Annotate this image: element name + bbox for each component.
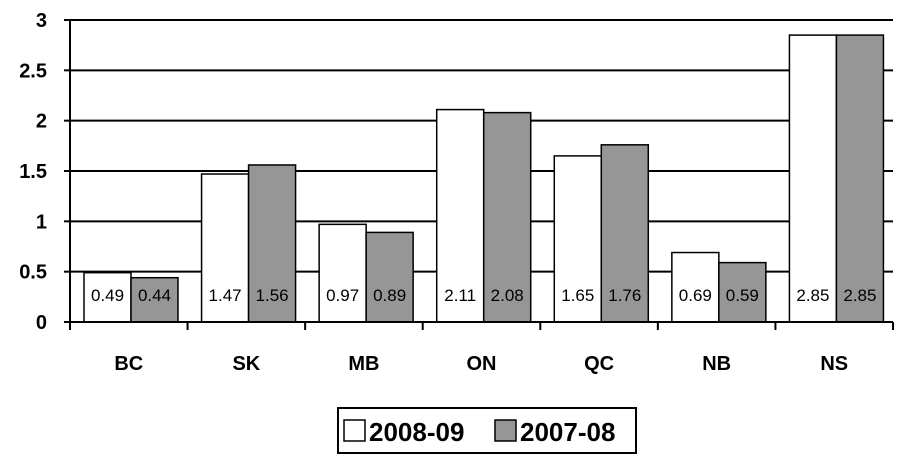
data-label-2007-08-MB: 0.89 <box>373 286 406 305</box>
bar-2007-08-BC <box>130 276 179 323</box>
legend-label-2008-09: 2008-09 <box>369 417 464 447</box>
x-category-label-NS: NS <box>820 353 848 375</box>
x-category-label-SK: SK <box>232 353 260 375</box>
bars <box>83 34 885 323</box>
data-label-2008-09-BC: 0.49 <box>91 286 124 305</box>
data-labels: 0.49 0.44 1.47 1.56 0.97 0.89 2.11 2.08 1.65 1.76… <box>91 286 877 305</box>
data-label-2007-08-NS: 2.85 <box>843 286 876 305</box>
legend-swatch-2007-08 <box>494 419 517 442</box>
x-category-label-QC: QC <box>584 353 614 375</box>
data-label-2007-08-ON: 2.08 <box>491 286 524 305</box>
data-label-2008-09-NS: 2.85 <box>796 286 829 305</box>
legend-swatch-2008-09 <box>343 419 366 442</box>
bar-2007-08-NB <box>718 261 767 323</box>
legend: 2008-09 2007-08 <box>337 407 637 454</box>
bar-2008-09-ON <box>435 108 485 323</box>
y-tick-label: 2.5 <box>19 60 47 82</box>
legend-label-2007-08: 2007-08 <box>520 417 615 447</box>
data-label-2008-09-QC: 1.65 <box>561 286 594 305</box>
bar-2007-08-MB <box>365 231 414 323</box>
bar-2008-09-MB <box>318 223 367 323</box>
bar-2008-09-NS <box>788 34 838 323</box>
data-label-2008-09-ON: 2.11 <box>444 286 476 305</box>
data-label-2008-09-SK: 1.47 <box>209 286 242 305</box>
bar-2007-08-NS <box>835 34 885 323</box>
x-category-label-NB: NB <box>702 353 731 375</box>
y-tick-label: 2 <box>36 111 47 133</box>
axes <box>64 19 894 330</box>
y-tick-label: 0.5 <box>19 262 47 284</box>
y-tick-labels: 0 0.5 1 1.5 2 2.5 3 <box>19 10 47 334</box>
legend-box <box>337 407 637 454</box>
data-label-2007-08-SK: 1.56 <box>256 286 289 305</box>
bar-2007-08-ON <box>482 111 532 323</box>
data-label-2007-08-QC: 1.76 <box>608 286 641 305</box>
bar-2007-08-SK <box>247 164 297 323</box>
data-label-2008-09-NB: 0.69 <box>679 286 712 305</box>
data-label-2008-09-MB: 0.97 <box>326 286 359 305</box>
x-category-label-BC: BC <box>114 353 143 375</box>
y-tick-label: 3 <box>36 10 47 32</box>
y-tick-label: 1.5 <box>19 161 47 183</box>
data-label-2007-08-BC: 0.44 <box>138 286 171 305</box>
x-category-label-MB: MB <box>348 353 379 375</box>
x-category-label-ON: ON <box>467 353 497 375</box>
y-tick-label: 0 <box>36 312 47 334</box>
bar-2008-09-QC <box>553 155 603 323</box>
y-tick-label: 1 <box>36 211 47 233</box>
bar-2007-08-QC <box>600 144 650 323</box>
x-category-labels: BC SK MB ON QC NB NS <box>114 353 848 375</box>
data-label-2007-08-NB: 0.59 <box>726 286 759 305</box>
